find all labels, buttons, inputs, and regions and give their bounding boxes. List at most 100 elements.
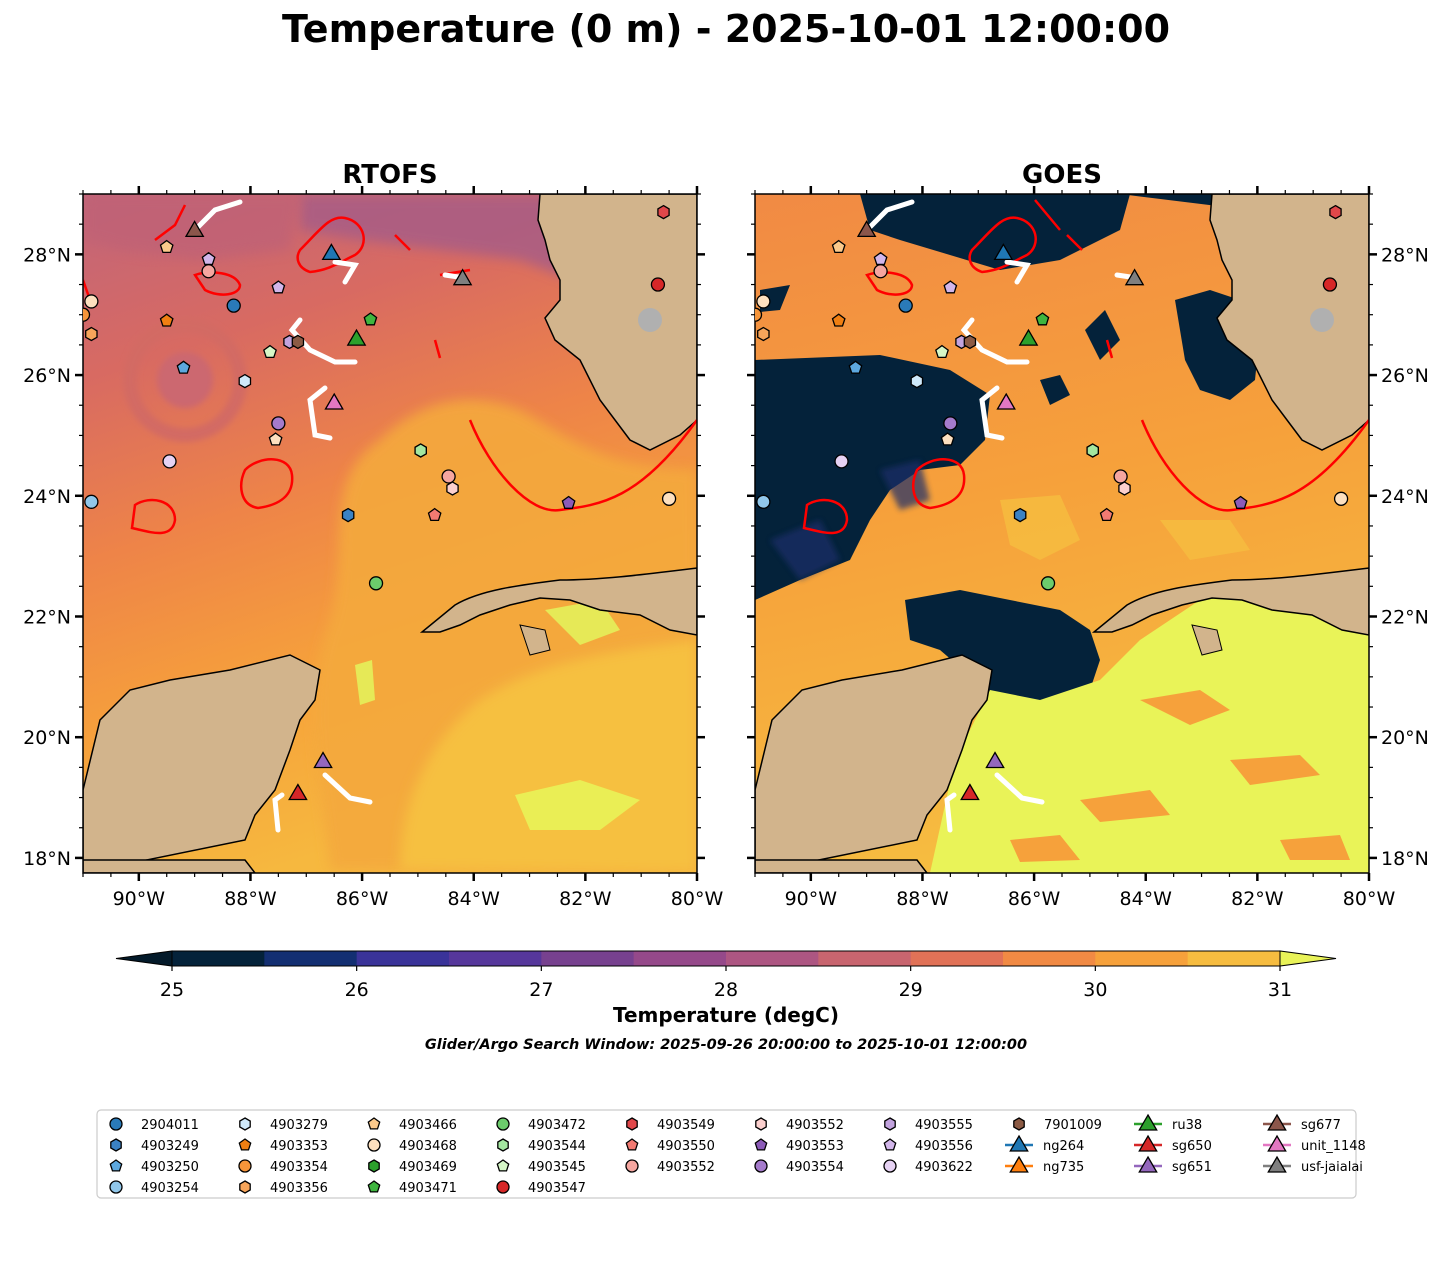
legend-label: 4903554: [786, 1160, 844, 1175]
colorbar-tick-label: 29: [899, 979, 923, 1001]
legend: 2904011 4903249 4903250 4903254 4903279 49033…: [109, 1113, 1366, 1196]
marker-sg677: [184, 220, 205, 238]
legend-item-sg651: sg651: [1134, 1155, 1212, 1175]
legend-label: 4903545: [528, 1160, 586, 1175]
legend-marker: [625, 1159, 639, 1173]
legend-box: [96, 1109, 1357, 1199]
legend-item-4903545: 4903545: [496, 1159, 586, 1175]
y-tick-label: 26°N: [1381, 365, 1429, 387]
legend-marker: [1267, 1134, 1287, 1152]
colorbar-bin: [726, 951, 819, 966]
legend-label: 4903354: [270, 1160, 328, 1175]
legend-marker: [497, 1138, 509, 1152]
marker-4903356: [85, 326, 98, 342]
legend-marker: [239, 1117, 251, 1131]
legend-marker: [238, 1138, 252, 1151]
marker-sg650: [288, 783, 308, 801]
legend-label: 4903622: [915, 1160, 973, 1175]
legend-label: 4903556: [915, 1139, 973, 1154]
legend-label: 4903552: [786, 1118, 844, 1133]
y-tick-label: 24°N: [23, 486, 71, 508]
marker-4903556: [268, 432, 283, 446]
legend-label: 4903553: [786, 1139, 844, 1154]
x-tick-label: 88°W: [896, 888, 949, 910]
panel-rtofs: RTOFS: [23, 160, 723, 910]
marker-4903466: [831, 239, 846, 254]
marker-4903552: [446, 481, 459, 496]
legend-item-2904011: 2904011: [109, 1117, 199, 1133]
markers-goes: [755, 204, 1349, 801]
legend-marker: [367, 1180, 381, 1193]
legend-item-4903622: 4903622: [883, 1159, 973, 1175]
y-tick-label: 18°N: [1381, 848, 1429, 870]
legend-marker: [884, 1117, 896, 1131]
legend-label: ng264: [1043, 1139, 1084, 1154]
y-tick-label: 22°N: [1381, 606, 1429, 628]
legend-item-4903466: 4903466: [367, 1117, 457, 1133]
colorbar-tick-label: 30: [1083, 979, 1107, 1001]
marker-4903556: [943, 280, 958, 294]
legend-label: sg677: [1301, 1118, 1341, 1133]
marker-7901009: [291, 334, 305, 350]
legend-marker: [496, 1159, 510, 1172]
legend-label: 4903353: [270, 1139, 328, 1154]
marker-4903250: [176, 360, 191, 374]
contours-goes: [802, 199, 1369, 535]
colorbar-tick-label: 31: [1268, 979, 1292, 1001]
legend-item-ru38: ru38: [1134, 1113, 1202, 1133]
legend-label: 4903472: [528, 1118, 586, 1133]
legend-item-7901009: 7901009: [1013, 1117, 1102, 1133]
marker-4903622: [162, 454, 177, 469]
legend-label: 4903254: [141, 1181, 199, 1196]
marker-4903354: [755, 307, 763, 322]
legend-item-sg650: sg650: [1134, 1134, 1212, 1154]
y-tick-label: 26°N: [23, 365, 71, 387]
colorbar: 25 26 27 28 29 30 31: [115, 950, 1337, 1001]
legend-label: 4903471: [399, 1181, 457, 1196]
tracks-rtofs: [192, 199, 468, 833]
marker-4903472: [368, 576, 384, 591]
marker-4903552: [1113, 469, 1128, 484]
legend-label: 4903547: [528, 1181, 586, 1196]
marker-4903466: [159, 239, 174, 254]
marker-4903472: [1040, 576, 1056, 591]
y-tick-label: 20°N: [23, 727, 71, 749]
marker-4903554: [271, 416, 286, 431]
marker-4903471: [363, 312, 378, 326]
marker-4903545: [935, 344, 949, 359]
legend-item-4903356: 4903356: [239, 1180, 328, 1196]
y-tick-label: 20°N: [1381, 727, 1429, 749]
legend-item-usf-jaialai: usf-jaialai: [1263, 1155, 1363, 1175]
marker-4903553: [561, 495, 576, 509]
marker-4903249: [341, 507, 355, 523]
legend-label: ng735: [1043, 1160, 1084, 1175]
marker-4903254: [84, 494, 99, 509]
marker-4903356: [757, 326, 770, 342]
legend-item-4903279: 4903279: [239, 1117, 328, 1133]
legend-item-4903549: 4903549: [626, 1117, 715, 1133]
figure-title: Temperature (0 m) - 2025-10-01 12:00:00: [282, 7, 1170, 51]
x-tick-label: 80°W: [1343, 888, 1396, 910]
legend-label: 4903549: [657, 1118, 715, 1133]
x-tick-label: 80°W: [671, 888, 724, 910]
marker-ru38: [346, 328, 367, 346]
marker-4903553: [1233, 495, 1248, 509]
colorbar-tick-label: 28: [714, 979, 738, 1001]
legend-item-4903353: 4903353: [238, 1138, 328, 1154]
legend-label: 4903468: [399, 1139, 457, 1154]
legend-marker: [239, 1180, 251, 1194]
legend-item-4903555: 4903555: [884, 1117, 973, 1133]
legend-item-4903554: 4903554: [754, 1159, 844, 1175]
rtofs-field: [83, 194, 697, 873]
marker-4903254: [756, 494, 771, 509]
legend-marker: [368, 1159, 380, 1173]
legend-label: 7901009: [1044, 1118, 1102, 1133]
legend-marker: [625, 1138, 639, 1151]
legend-label: sg651: [1172, 1160, 1212, 1175]
legend-marker: [367, 1138, 381, 1152]
marker-4903353: [159, 313, 174, 327]
legend-label: 4903250: [141, 1160, 199, 1175]
marker-4903622: [834, 454, 849, 469]
marker-4903468: [756, 294, 771, 309]
